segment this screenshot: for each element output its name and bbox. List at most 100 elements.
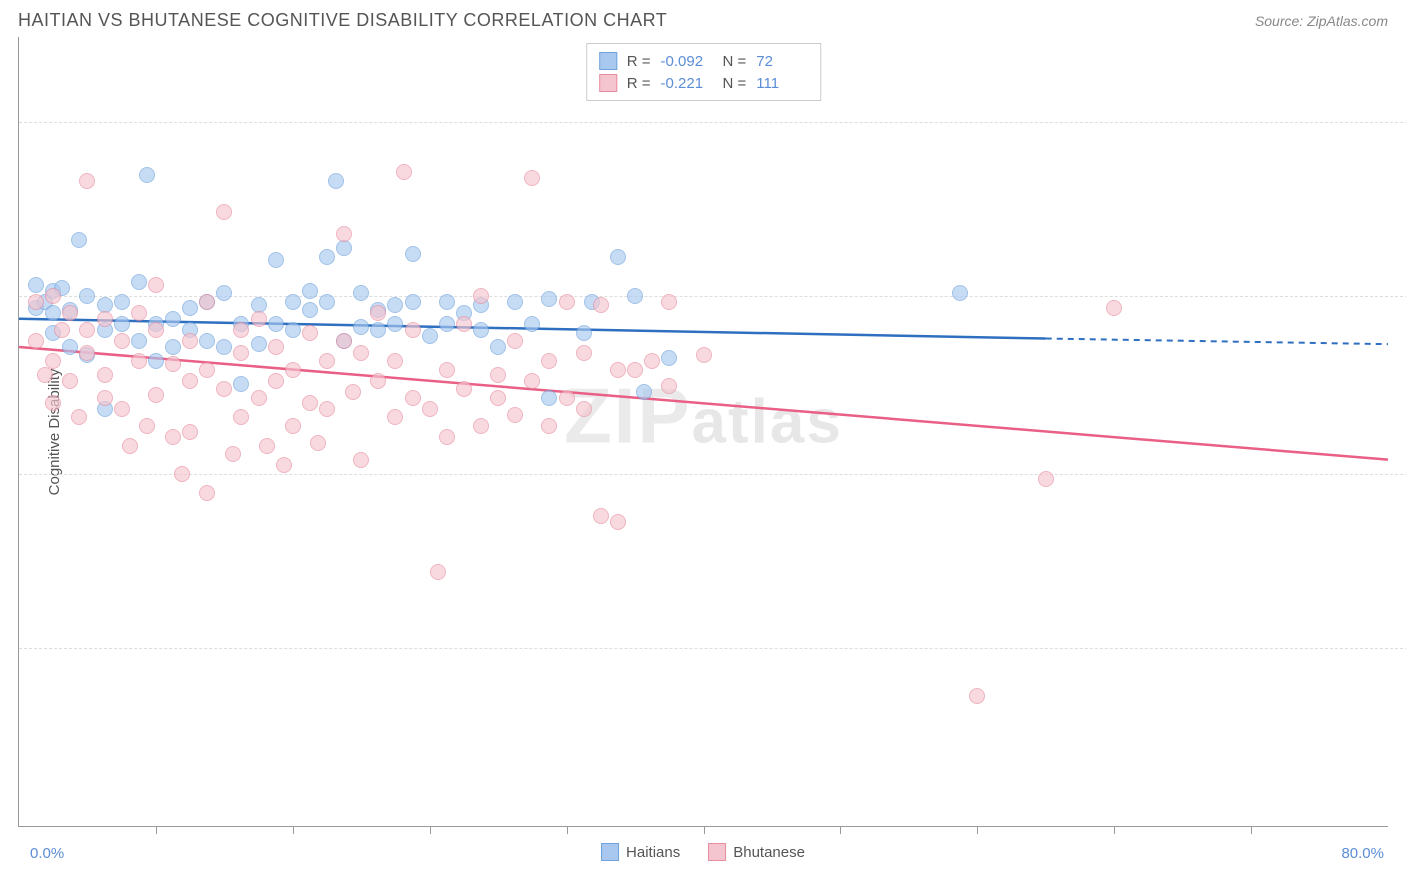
data-point xyxy=(97,367,113,383)
data-point xyxy=(593,297,609,313)
data-point xyxy=(216,285,232,301)
data-point xyxy=(405,390,421,406)
series-name: Haitians xyxy=(626,844,680,861)
data-point xyxy=(148,353,164,369)
data-point xyxy=(439,362,455,378)
series-legend: HaitiansBhutanese xyxy=(601,843,805,861)
data-point xyxy=(336,240,352,256)
data-point xyxy=(45,288,61,304)
data-point xyxy=(165,311,181,327)
data-point xyxy=(148,277,164,293)
r-value: -0.221 xyxy=(661,75,713,92)
data-point xyxy=(97,311,113,327)
data-point xyxy=(131,274,147,290)
r-label: R = xyxy=(627,75,651,92)
n-value: 111 xyxy=(756,75,808,92)
data-point xyxy=(636,384,652,400)
data-point xyxy=(37,367,53,383)
data-point xyxy=(251,311,267,327)
data-point xyxy=(387,297,403,313)
data-point xyxy=(45,305,61,321)
gridline xyxy=(19,474,1406,475)
data-point xyxy=(490,339,506,355)
data-point xyxy=(422,328,438,344)
data-point xyxy=(387,316,403,332)
correlation-legend: R =-0.092N =72R =-0.221N =111 xyxy=(586,43,822,101)
data-point xyxy=(199,294,215,310)
data-point xyxy=(79,322,95,338)
data-point xyxy=(559,390,575,406)
data-point xyxy=(387,409,403,425)
data-point xyxy=(353,319,369,335)
data-point xyxy=(285,322,301,338)
data-point xyxy=(439,429,455,445)
data-point xyxy=(610,362,626,378)
data-point xyxy=(114,333,130,349)
data-point xyxy=(28,333,44,349)
data-point xyxy=(139,167,155,183)
data-point xyxy=(216,339,232,355)
data-point xyxy=(1106,300,1122,316)
data-point xyxy=(490,390,506,406)
legend-row: R =-0.221N =111 xyxy=(599,72,809,94)
data-point xyxy=(79,345,95,361)
gridline xyxy=(19,122,1406,123)
data-point xyxy=(71,232,87,248)
r-value: -0.092 xyxy=(661,53,713,70)
data-point xyxy=(524,373,540,389)
data-point xyxy=(353,285,369,301)
data-point xyxy=(319,401,335,417)
chart-area: Cognitive Disability ZIPatlas 6.3%12.5%1… xyxy=(18,37,1388,827)
data-point xyxy=(405,246,421,262)
data-point xyxy=(576,345,592,361)
data-point xyxy=(541,291,557,307)
data-point xyxy=(302,302,318,318)
data-point xyxy=(285,294,301,310)
data-point xyxy=(45,395,61,411)
data-point xyxy=(456,381,472,397)
data-point xyxy=(319,249,335,265)
data-point xyxy=(71,409,87,425)
data-point xyxy=(490,367,506,383)
legend-swatch xyxy=(601,843,619,861)
data-point xyxy=(302,325,318,341)
data-point xyxy=(199,333,215,349)
data-point xyxy=(62,305,78,321)
data-point xyxy=(233,376,249,392)
plot-area: ZIPatlas 6.3%12.5%18.8%25.0% xyxy=(19,37,1388,826)
data-point xyxy=(387,353,403,369)
data-point xyxy=(62,339,78,355)
data-point xyxy=(696,347,712,363)
data-point xyxy=(610,514,626,530)
data-point xyxy=(165,429,181,445)
data-point xyxy=(199,362,215,378)
data-point xyxy=(507,407,523,423)
legend-swatch xyxy=(708,843,726,861)
data-point xyxy=(439,316,455,332)
n-label: N = xyxy=(723,53,747,70)
data-point xyxy=(251,390,267,406)
data-point xyxy=(233,409,249,425)
data-point xyxy=(661,294,677,310)
data-point xyxy=(541,390,557,406)
legend-row: R =-0.092N =72 xyxy=(599,50,809,72)
data-point xyxy=(370,373,386,389)
data-point xyxy=(559,294,575,310)
data-point xyxy=(353,345,369,361)
data-point xyxy=(268,373,284,389)
data-point xyxy=(148,322,164,338)
data-point xyxy=(644,353,660,369)
data-point xyxy=(216,381,232,397)
data-point xyxy=(114,294,130,310)
data-point xyxy=(251,336,267,352)
data-point xyxy=(131,305,147,321)
data-point xyxy=(182,333,198,349)
data-point xyxy=(28,294,44,310)
r-label: R = xyxy=(627,53,651,70)
data-point xyxy=(148,387,164,403)
data-point xyxy=(54,322,70,338)
data-point xyxy=(285,362,301,378)
data-point xyxy=(439,294,455,310)
data-point xyxy=(276,457,292,473)
data-point xyxy=(79,288,95,304)
